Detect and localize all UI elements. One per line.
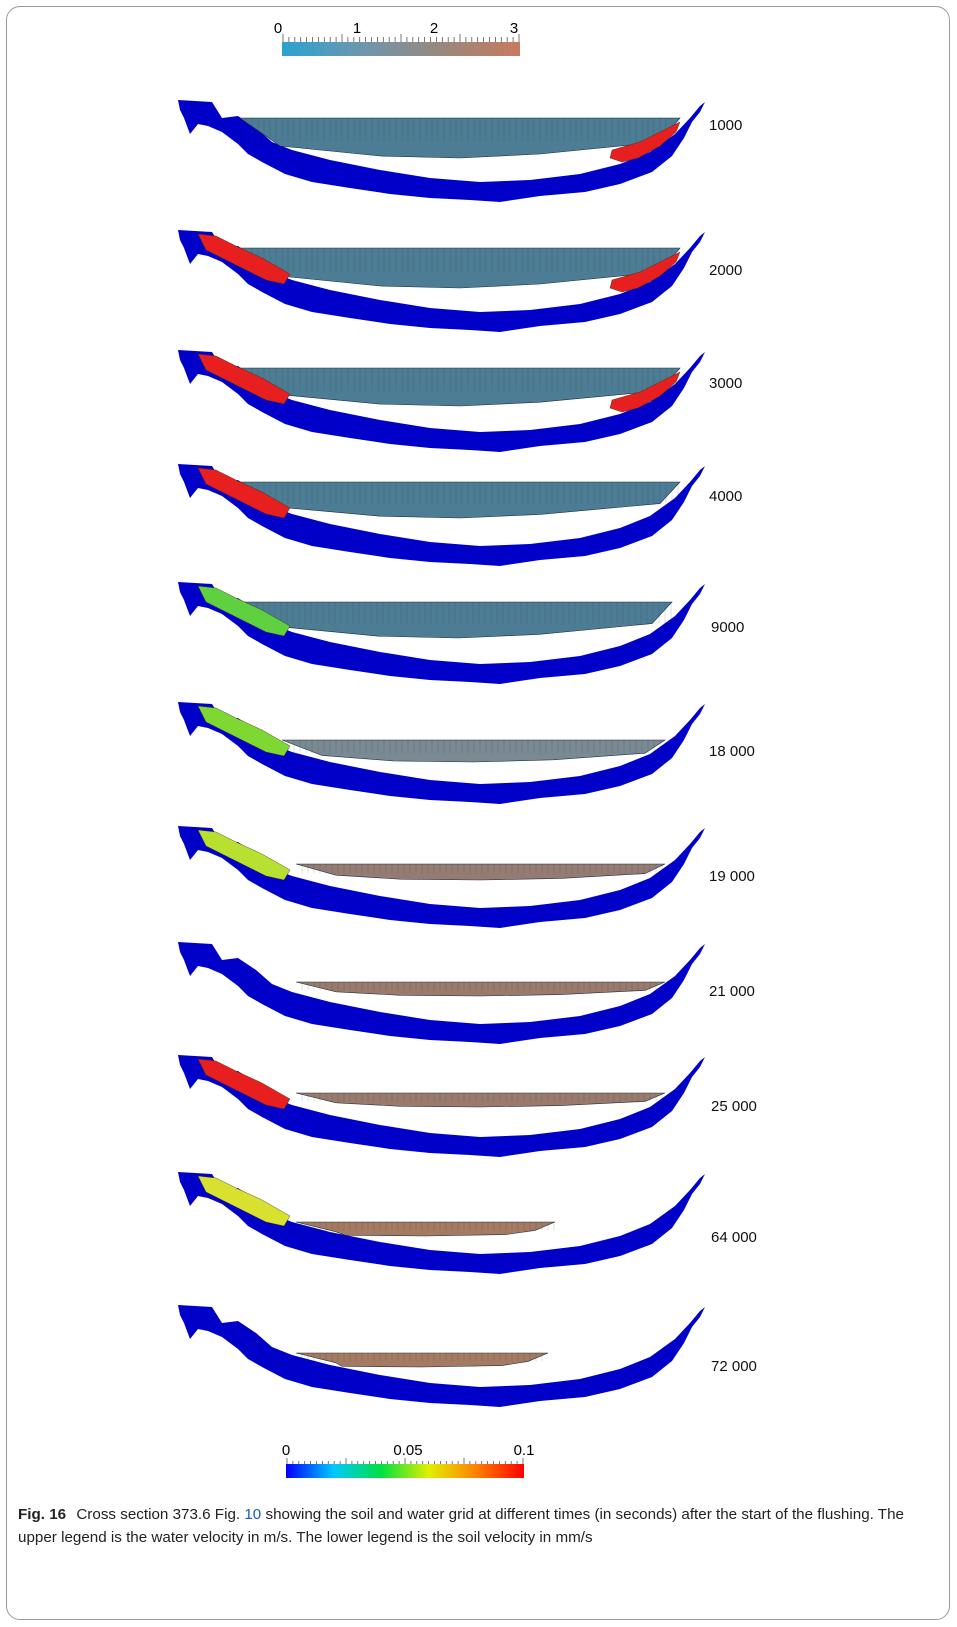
soil-velocity-patch	[197, 1058, 291, 1110]
water-body	[295, 1092, 666, 1108]
soil-velocity-patch	[609, 251, 681, 293]
cross-section-panel	[178, 582, 705, 684]
soil-layer	[178, 1055, 705, 1157]
time-label: 25 000	[711, 1098, 757, 1115]
figure-frame	[6, 6, 950, 1620]
soil-velocity-patch	[197, 585, 291, 637]
soil-layer	[178, 100, 705, 202]
soil-velocity-patch	[197, 705, 291, 757]
soil-layer	[178, 464, 705, 566]
legend-tick-label: 0	[273, 20, 283, 37]
cross-section-panel	[178, 826, 705, 928]
soil-velocity-patch	[197, 233, 291, 285]
cross-section-panel	[178, 702, 705, 804]
legend-tick-label: 3	[509, 20, 519, 37]
time-label: 21 000	[709, 983, 755, 1000]
soil-velocity-patch	[609, 121, 681, 163]
time-label: 1000	[709, 117, 743, 134]
legend-tick-label: 1	[352, 20, 362, 37]
soil-velocity-patch	[197, 467, 291, 519]
cross-section-panel	[178, 942, 705, 1044]
figure-caption: Fig. 16 Cross section 373.6 Fig. 10 show…	[18, 1503, 938, 1549]
cross-section-panel	[178, 350, 705, 452]
soil-layer	[178, 582, 705, 684]
water-body	[295, 981, 666, 997]
soil-layer	[178, 230, 705, 332]
cross-section-panel	[178, 464, 705, 566]
cross-section-panel	[178, 230, 705, 332]
cross-section-panel	[178, 1055, 705, 1157]
legend-tick-label: 0.1	[513, 1442, 535, 1459]
water-velocity-legend: 0 1 2 3	[274, 20, 520, 60]
water-body	[281, 739, 666, 763]
soil-velocity-patch	[197, 829, 291, 881]
legend-tick-label: 0.05	[393, 1442, 423, 1459]
soil-velocity-patch	[197, 1175, 291, 1227]
time-label: 3000	[709, 375, 743, 392]
time-label: 19 000	[709, 868, 755, 885]
time-label: 18 000	[709, 743, 755, 760]
legend-tick-label: 0	[281, 1442, 291, 1459]
caption-text: showing the soil and water grid at diffe…	[18, 1506, 904, 1546]
time-label: 72 000	[711, 1358, 757, 1375]
water-body	[243, 601, 673, 639]
legend-tick-label: 2	[429, 20, 439, 37]
legend-color-bar	[282, 42, 520, 56]
caption-text: Cross section 373.6 Fig.	[76, 1506, 241, 1523]
soil-velocity-legend: 0 0.05 0.1	[282, 1442, 534, 1482]
soil-layer	[178, 942, 705, 1044]
legend-tick-marks	[282, 34, 520, 42]
cross-section-panel	[178, 100, 705, 202]
time-label: 64 000	[711, 1229, 757, 1246]
water-body	[295, 1221, 556, 1237]
soil-velocity-patch	[197, 353, 291, 405]
soil-layer	[178, 826, 705, 928]
soil-layer	[178, 1305, 705, 1407]
soil-layer	[178, 1172, 705, 1274]
legend-color-bar	[286, 1464, 524, 1478]
cross-section-panel	[178, 1305, 705, 1407]
time-label: 4000	[709, 488, 743, 505]
cross-section-panel	[178, 1172, 705, 1274]
time-label: 9000	[711, 619, 745, 636]
soil-velocity-patch	[609, 371, 681, 413]
soil-layer	[178, 702, 705, 804]
figure-label: Fig. 16	[18, 1506, 67, 1523]
figure-reference-link[interactable]: 10	[244, 1506, 262, 1523]
cross-section-panels	[178, 100, 705, 1407]
water-body	[295, 863, 666, 881]
time-label: 2000	[709, 262, 743, 279]
soil-layer	[178, 350, 705, 452]
